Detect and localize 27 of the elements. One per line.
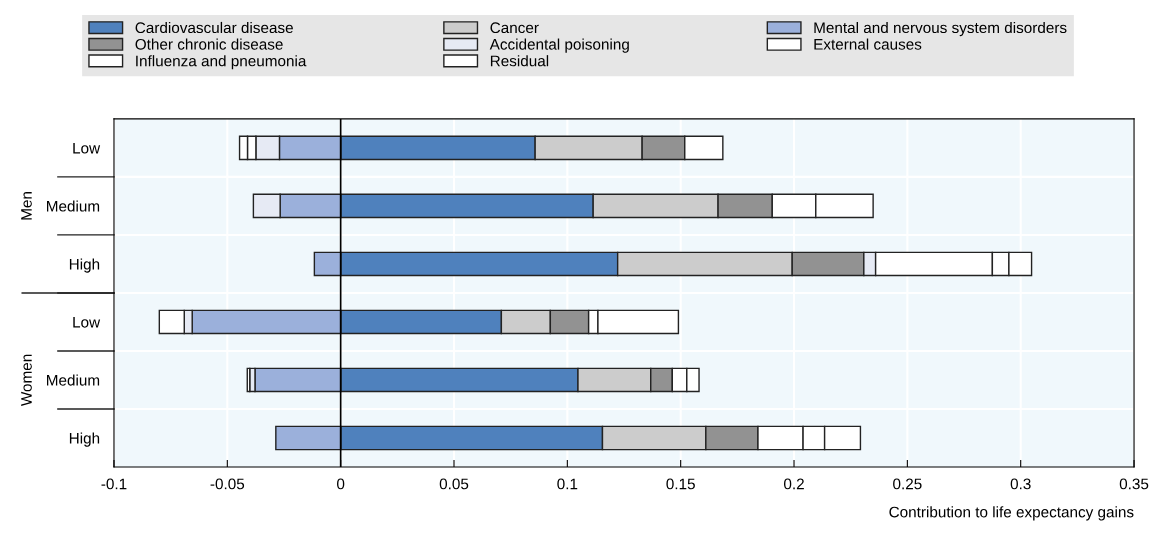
x-tick-label: 0.25 [893,478,922,490]
legend-label: Influenza and pneumonia [136,55,307,70]
text: Men [21,192,32,220]
x-tick-label: 0.05 [439,478,469,490]
text: Women [21,354,32,407]
x-tick-label: 0.35 [1119,478,1149,490]
legend-label: Accidental poisoning [489,38,629,53]
y-tick-label: Medium [47,374,100,386]
legend-label: Other chronic disease [135,38,283,50]
y-tick-label: Medium [47,200,100,212]
x-tick-label: 0.2 [784,478,804,490]
legend-label: Mental and nervous system disorders [814,21,1067,37]
y-tick-label: Low [73,142,101,154]
x-tick-label: 0 [337,478,345,490]
legend-label: Cardiovascular disease [135,21,293,34]
legend-label: Cancer [490,22,539,34]
x-axis-title: Contribution to life expectancy gains [889,506,1134,521]
x-tick-label: -0.05 [210,478,245,490]
x-tick-label: 0.15 [666,478,695,490]
x-tick-label: 0.3 [1010,478,1031,490]
y-tick-label: High [69,258,100,273]
x-tick-label: -0.1 [101,478,127,490]
x-tick-label: 0.1 [557,478,578,490]
legend-label: Residual [490,55,549,67]
legend-label: External causes [814,38,922,50]
y-tick-label: Low [73,316,101,328]
y-tick-label: High [69,432,100,447]
